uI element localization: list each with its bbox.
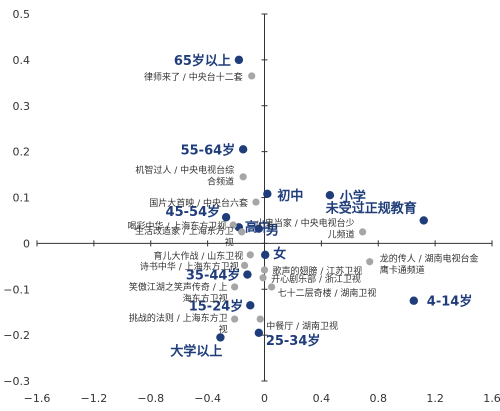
program-label: 歌声的翅膀 / 江苏卫视 xyxy=(273,265,363,277)
x-tick-label: 1.6 xyxy=(483,392,500,405)
demographic-point xyxy=(419,216,428,225)
y-tick-label: 0 xyxy=(23,237,30,250)
x-tick-label: 0.8 xyxy=(370,392,388,405)
program-label: 视 xyxy=(225,236,234,248)
program-point xyxy=(229,221,237,229)
demographic-point xyxy=(254,328,264,338)
program-label: 挑战的法则 / 上海东方卫 xyxy=(129,312,228,324)
program-point xyxy=(260,266,269,274)
program-label: 诗书中华 / 上海东方卫视 xyxy=(140,260,239,272)
demographic-point xyxy=(263,189,272,199)
x-tick-label: −0.8 xyxy=(137,392,164,405)
demographic-label: 高中 xyxy=(245,219,271,235)
demographic-point xyxy=(254,224,264,233)
demographic-point xyxy=(246,301,255,310)
program-label: 视 xyxy=(219,324,228,336)
x-tick-label: 1.2 xyxy=(426,392,444,405)
program-point xyxy=(248,72,256,80)
y-tick-label: −0.2 xyxy=(3,329,30,342)
program-label: 小鬼当家 / 中央电视台少 xyxy=(256,217,355,229)
program-label: 生活改造家 / 上海东方卫 xyxy=(135,225,234,237)
program-label: 育儿大作战 / 山东卫视 xyxy=(154,250,244,262)
demographic-point xyxy=(234,55,244,65)
demographic-point xyxy=(261,250,270,260)
demographic-label: 45-54岁 xyxy=(166,204,221,220)
demographic-label: 大学以上 xyxy=(170,343,222,359)
program-label: 喝彩中华 / 上海东方卫视 xyxy=(127,220,226,232)
demographic-point xyxy=(409,296,418,305)
program-label: 笑傲江湖之笑声传奇 / 上 xyxy=(129,281,228,293)
demographic-label: 小学 xyxy=(340,189,366,205)
program-label: 海东方卫视 xyxy=(183,292,228,304)
chart-points xyxy=(216,55,428,342)
demographic-point xyxy=(221,213,231,222)
demographic-label: 4-14岁 xyxy=(427,294,473,310)
program-point xyxy=(359,228,367,236)
program-point xyxy=(256,315,264,323)
y-tick-label: 0.5 xyxy=(13,8,31,21)
program-point xyxy=(252,198,260,206)
program-label: 机智过人 / 中央电视台综 xyxy=(135,164,234,176)
y-tick-label: 0.1 xyxy=(13,192,31,205)
demographic-point xyxy=(216,333,225,342)
program-label: 龙的传人 / 湖南电视台金 xyxy=(380,253,479,265)
program-point xyxy=(231,283,239,291)
chart-axes: −1.6 −1.2 −0.8 −0.4 0 0.4 0.8 1.2 1.6 −0.3 −0.2 −0.… xyxy=(3,8,500,405)
demographic-label: 15-24岁 xyxy=(189,298,244,314)
demographic-point xyxy=(243,270,252,279)
demographic-point xyxy=(325,191,335,200)
program-point xyxy=(239,173,247,181)
program-point xyxy=(231,315,239,323)
y-tick-label: 0.2 xyxy=(13,146,31,159)
demographic-label: 未受过正规教育 xyxy=(325,200,417,216)
demographic-label: 55-64岁 xyxy=(181,142,236,158)
program-label: 七十二层奇楼 / 湖南卫视 xyxy=(278,287,377,299)
program-label: 儿频道 xyxy=(328,228,355,240)
program-point xyxy=(246,251,254,259)
x-tick-label: 0.4 xyxy=(313,392,331,405)
program-point xyxy=(240,261,249,269)
program-point xyxy=(259,274,267,282)
demographic-label: 65岁以上 xyxy=(174,53,231,69)
demographic-point xyxy=(238,145,248,154)
demographic-label: 25-34岁 xyxy=(266,333,321,349)
program-label: 中餐厅 / 湖南卫视 xyxy=(266,320,338,332)
demographic-label: 35-44岁 xyxy=(186,268,241,284)
x-tick-label: −0.4 xyxy=(194,392,221,405)
program-label: 律师来了 / 中央台十二套 xyxy=(144,71,243,83)
program-point xyxy=(366,258,374,266)
y-tick-label: −0.1 xyxy=(3,283,30,296)
demographic-label: 男 xyxy=(266,224,279,239)
y-tick-label: 0.4 xyxy=(13,54,31,67)
x-tick-label: −1.6 xyxy=(24,392,51,405)
program-label: 开心剧乐部 / 浙江卫视 xyxy=(271,273,361,285)
demographic-label: 初中 xyxy=(277,188,303,204)
y-tick-label: 0.3 xyxy=(13,100,31,113)
demographic-label: 女 xyxy=(273,246,286,262)
program-point xyxy=(238,228,246,236)
program-point xyxy=(268,283,276,291)
program-label: 合频道 xyxy=(207,175,234,187)
y-tick-label: −0.3 xyxy=(3,375,30,388)
x-tick-label: −1.2 xyxy=(81,392,108,405)
program-label: 鹰卡通频道 xyxy=(380,264,425,276)
program-label: 国片大首映 / 中央台六套 xyxy=(149,197,248,209)
x-tick-label: 0 xyxy=(261,392,268,405)
